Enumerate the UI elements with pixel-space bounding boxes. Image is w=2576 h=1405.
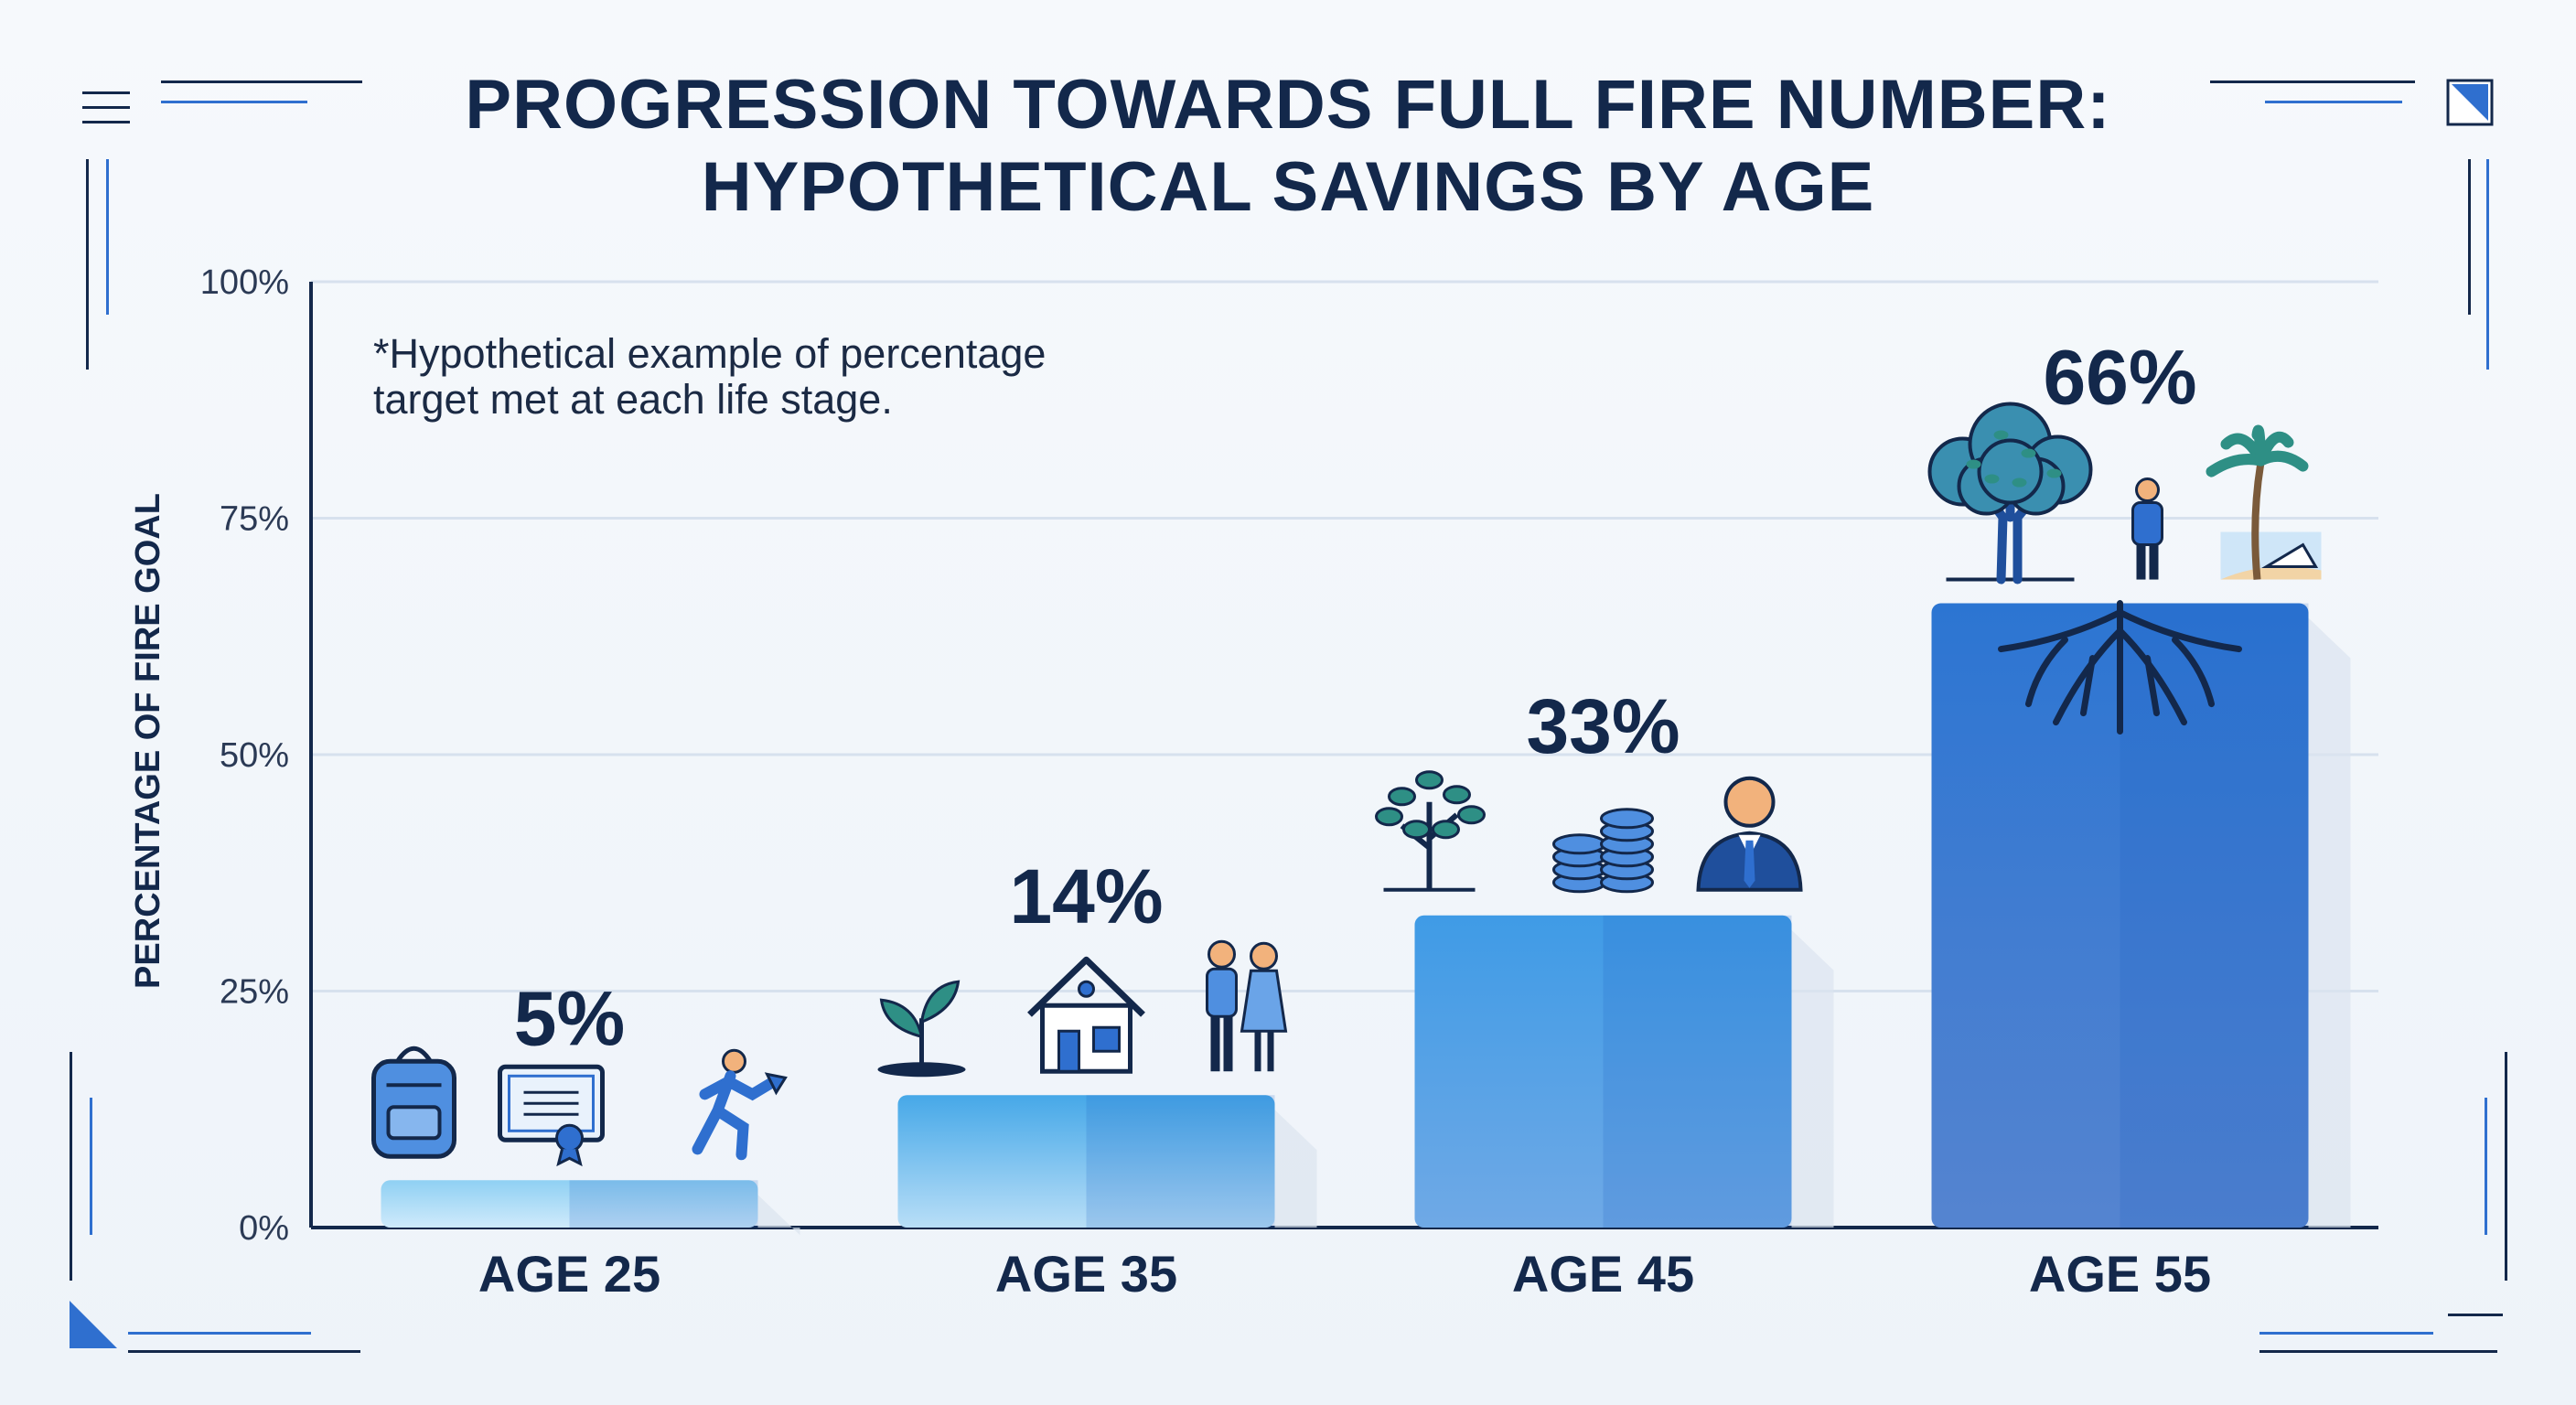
tree-icon xyxy=(1927,402,2093,585)
y-tick-label: 0% xyxy=(239,1209,289,1248)
annotation-line-2: target met at each life stage. xyxy=(373,376,893,423)
chart-title: PROGRESSION TOWARDS FULL FIRE NUMBER: HY… xyxy=(0,64,2576,229)
house-icon xyxy=(1027,956,1145,1074)
chart-title-line-1: PROGRESSION TOWARDS FULL FIRE NUMBER: xyxy=(465,66,2111,144)
bars xyxy=(381,603,2351,1236)
value-labels: 5% 14% 33% 66% xyxy=(514,335,2197,1062)
value-label: 14% xyxy=(1009,853,1163,939)
x-tick-label: AGE 45 xyxy=(1512,1245,1694,1303)
sapling-icon xyxy=(1375,770,1486,892)
bar-shadow xyxy=(2308,617,2351,1228)
y-tick-label: 75% xyxy=(220,500,289,539)
coin-stack-icon xyxy=(1552,808,1654,894)
running-person-icon xyxy=(692,1048,788,1161)
x-tick-label: AGE 25 xyxy=(478,1245,660,1303)
bar-face-shade xyxy=(1603,915,1792,1228)
chart-annotation: *Hypothetical example of percentage targ… xyxy=(373,331,1197,423)
chart-title-line-2: HYPOTHETICAL SAVINGS BY AGE xyxy=(701,148,1875,226)
y-axis-label: PERCENTAGE OF FIRE GOAL xyxy=(129,493,167,989)
bar xyxy=(381,1180,758,1228)
backpack-icon xyxy=(371,1046,456,1159)
bar-shadow xyxy=(1274,1110,1317,1228)
bar-face-shade xyxy=(569,1180,758,1228)
sprout-icon xyxy=(877,980,966,1078)
bar-shadow xyxy=(757,1195,800,1236)
bar xyxy=(897,1095,1275,1228)
x-tick-label: AGE 35 xyxy=(995,1245,1177,1303)
bar-face-shade xyxy=(2120,603,2309,1228)
roots-icon xyxy=(1998,600,2242,735)
businessman-icon xyxy=(1696,776,1803,892)
y-tick-label: 100% xyxy=(200,263,289,302)
person-icon xyxy=(2131,477,2163,580)
diploma-icon xyxy=(498,1064,605,1167)
y-tick-labels: 0% 25% 50% 75% 100% xyxy=(200,263,289,1248)
bar xyxy=(1931,603,2309,1228)
bar-shadow xyxy=(1791,929,1834,1228)
x-tick-labels: AGE 25 AGE 35 AGE 45 AGE 55 xyxy=(478,1245,2211,1303)
stage-icons xyxy=(371,402,2322,1167)
value-label: 66% xyxy=(2043,335,2196,421)
value-label: 5% xyxy=(514,975,625,1061)
y-tick-label: 25% xyxy=(220,973,289,1012)
y-tick-label: 50% xyxy=(220,736,289,775)
x-tick-label: AGE 55 xyxy=(2029,1245,2211,1303)
couple-icon xyxy=(1206,939,1288,1072)
bar-face-shade xyxy=(1086,1095,1275,1228)
annotation-line-1: *Hypothetical example of percentage xyxy=(373,330,1046,377)
bar xyxy=(1414,915,1792,1228)
value-label: 33% xyxy=(1526,683,1680,769)
corner-triangles xyxy=(70,79,2494,1348)
palm-beach-icon xyxy=(2206,424,2322,580)
